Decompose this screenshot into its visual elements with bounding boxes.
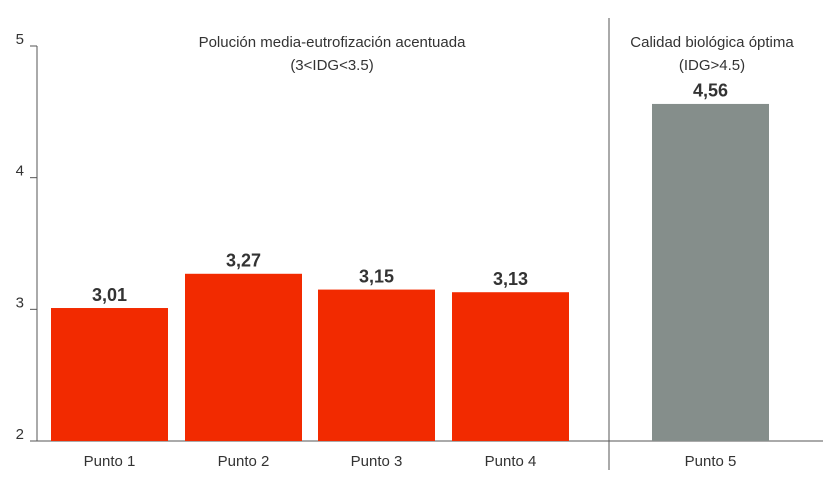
x-tick-label: Punto 1 <box>84 453 136 470</box>
x-tick-label: Punto 3 <box>351 453 403 470</box>
group-label: Polución media-eutrofización acentuada <box>199 34 466 51</box>
bar <box>652 103 769 441</box>
y-tick-label: 2 <box>16 426 24 443</box>
x-tick-label: Punto 2 <box>218 453 270 470</box>
y-tick-label: 4 <box>16 163 24 180</box>
y-tick-label: 3 <box>16 294 24 311</box>
value-label: 3,01 <box>92 285 127 305</box>
group-label: Calidad biológica óptima <box>630 34 794 51</box>
value-label: 4,56 <box>693 81 728 101</box>
group-label: (3<IDG<3.5) <box>290 57 373 74</box>
bar <box>51 308 168 441</box>
value-label: 3,15 <box>359 266 394 286</box>
x-tick-label: Punto 4 <box>485 453 537 470</box>
x-tick-label: Punto 5 <box>685 453 737 470</box>
y-tick-label: 5 <box>16 31 24 48</box>
bar <box>318 289 435 441</box>
value-label: 3,27 <box>226 251 261 271</box>
value-label: 3,13 <box>493 269 528 289</box>
bar <box>185 273 302 441</box>
group-label: (IDG>4.5) <box>679 57 745 74</box>
bar <box>452 292 569 441</box>
